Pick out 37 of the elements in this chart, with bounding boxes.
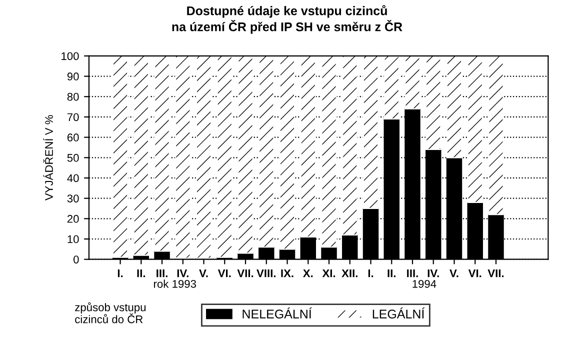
x-tick-label: VI. [218, 269, 231, 278]
x-tick-label: VI. [468, 269, 482, 278]
chart-title: Dostupné údaje ke vstupu cizinců na území ČR před IP SH ve směru z ČR [172, 5, 402, 34]
y-tick-label: 70 [67, 113, 79, 122]
y-tick-label: 30 [67, 194, 79, 202]
x-tick-label: IV. [177, 269, 188, 278]
x-tick-label: VIII. [256, 269, 276, 278]
text: 1994 [412, 280, 436, 288]
legend-label: NELEGÁLNÍ [242, 308, 312, 318]
x-tick-label: I. [368, 269, 374, 278]
x-tick-label: IV. [428, 269, 439, 278]
y-tick-label: 90 [67, 72, 79, 80]
y-tick-label: 60 [67, 134, 79, 142]
x-tick-label: III. [407, 269, 418, 278]
legend-title: způsob vstupu cizinců do ČR [75, 302, 146, 324]
x-tick-label: III. [156, 269, 168, 278]
y-tick-label: 50 [67, 154, 79, 162]
x-tick-label: V. [199, 269, 208, 278]
x-tick-label: XI. [322, 269, 336, 278]
y-tick-label: 10 [68, 235, 79, 244]
x-tick-label: VII. [488, 269, 504, 278]
y-tick-label: 100 [62, 52, 79, 60]
x-tick-label: II. [388, 269, 396, 278]
y-tick-label: 40 [67, 174, 79, 182]
legend-label: LEGÁLNÍ [372, 308, 425, 318]
x-tick-label: II. [137, 269, 146, 278]
y-tick-label: 0 [74, 256, 79, 264]
x-tick-label: XII. [342, 269, 358, 278]
x-tick-label: X. [302, 269, 313, 278]
y-axis-title: VYJÁDŘENÍ V % [43, 115, 53, 200]
x-tick-label: V. [450, 269, 458, 278]
x-tick-label: IX. [281, 269, 294, 278]
x-tick-label: I. [118, 269, 123, 278]
y-tick-label: 80 [67, 92, 79, 101]
x-tick-label: VII. [237, 269, 254, 278]
y-tick-label: 20 [67, 214, 79, 223]
text: rok 1993 [154, 280, 196, 288]
